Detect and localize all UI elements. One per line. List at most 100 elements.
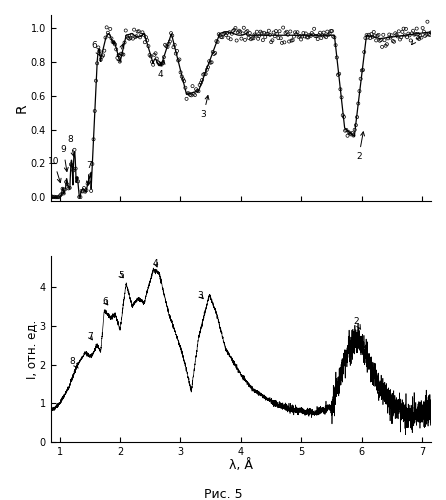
- Point: [95, 44, 102, 52]
- Point: [172, 50, 179, 58]
- Point: [270, 28, 277, 36]
- Point: [102, 34, 109, 42]
- Point: [285, 30, 292, 38]
- Point: [62, 186, 69, 194]
- Point: [388, 32, 395, 40]
- Point: [99, 52, 107, 60]
- Point: [146, 51, 153, 59]
- Point: [412, 30, 419, 38]
- Point: [55, 193, 62, 201]
- Point: [138, 30, 145, 38]
- Point: [347, 130, 355, 138]
- Point: [214, 38, 221, 46]
- Point: [424, 18, 431, 25]
- Point: [97, 56, 104, 64]
- Point: [310, 25, 318, 33]
- Point: [140, 31, 147, 39]
- Point: [69, 162, 76, 170]
- Point: [398, 34, 405, 42]
- Point: [253, 28, 260, 36]
- Point: [243, 28, 250, 36]
- Point: [328, 27, 335, 35]
- Point: [350, 132, 357, 140]
- Point: [369, 33, 376, 41]
- Point: [163, 42, 170, 50]
- Point: [383, 40, 390, 48]
- Point: [327, 27, 334, 35]
- Point: [103, 24, 110, 32]
- Text: 7: 7: [86, 160, 92, 185]
- Point: [190, 90, 197, 98]
- Point: [255, 34, 262, 42]
- Text: Рис. 5: Рис. 5: [204, 488, 242, 500]
- Text: 8: 8: [70, 357, 78, 368]
- Point: [273, 30, 281, 38]
- Point: [343, 126, 350, 134]
- Point: [382, 42, 389, 50]
- Point: [169, 32, 176, 40]
- Point: [194, 87, 201, 95]
- Point: [280, 24, 287, 32]
- Point: [82, 188, 89, 196]
- Point: [333, 54, 340, 62]
- Point: [409, 27, 417, 35]
- Point: [289, 36, 296, 44]
- Point: [195, 87, 202, 95]
- Point: [419, 24, 426, 32]
- Point: [91, 107, 98, 115]
- Point: [268, 38, 275, 46]
- Point: [349, 129, 356, 137]
- Point: [54, 193, 62, 201]
- Point: [122, 26, 129, 34]
- Point: [186, 91, 194, 99]
- Point: [144, 36, 151, 44]
- Point: [356, 87, 363, 95]
- Point: [189, 82, 196, 90]
- Point: [352, 121, 359, 129]
- Point: [124, 32, 131, 40]
- Point: [244, 27, 251, 35]
- Point: [83, 186, 90, 194]
- Point: [87, 187, 95, 195]
- Point: [66, 184, 73, 192]
- Point: [420, 28, 427, 36]
- Point: [204, 63, 211, 71]
- Point: [191, 91, 198, 99]
- Point: [273, 27, 280, 35]
- Point: [175, 56, 182, 64]
- Point: [324, 28, 331, 36]
- Point: [179, 75, 186, 83]
- Point: [322, 33, 330, 41]
- Point: [414, 34, 421, 42]
- Point: [160, 53, 167, 61]
- Point: [219, 33, 226, 41]
- Point: [364, 34, 372, 42]
- Point: [110, 38, 117, 46]
- Text: 7: 7: [87, 332, 93, 341]
- Text: 6: 6: [102, 298, 108, 306]
- Point: [202, 70, 209, 78]
- Point: [285, 38, 293, 46]
- Point: [176, 56, 183, 64]
- Point: [365, 31, 372, 39]
- Point: [145, 42, 152, 50]
- Point: [282, 29, 289, 37]
- Point: [238, 34, 245, 42]
- Point: [234, 28, 241, 36]
- Point: [347, 130, 354, 138]
- Y-axis label: R: R: [15, 103, 29, 113]
- Point: [65, 184, 72, 192]
- Point: [396, 36, 404, 44]
- Point: [87, 172, 94, 179]
- Y-axis label: I, отн. ед.: I, отн. ед.: [25, 320, 38, 378]
- Point: [126, 35, 133, 43]
- Point: [361, 48, 368, 56]
- Point: [387, 34, 394, 42]
- Point: [308, 29, 315, 37]
- Point: [230, 27, 237, 35]
- Point: [59, 185, 66, 193]
- Point: [339, 111, 347, 119]
- Point: [275, 34, 282, 42]
- Point: [124, 34, 132, 42]
- Point: [312, 32, 319, 40]
